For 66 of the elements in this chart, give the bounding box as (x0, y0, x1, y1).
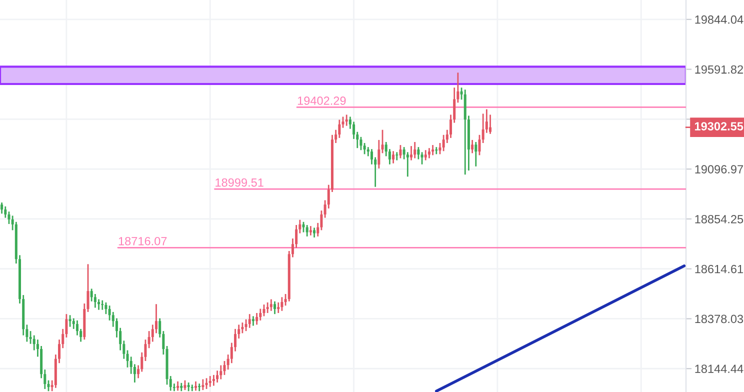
ref-line-label: 19402.29 (298, 96, 346, 105)
candlestick (360, 136, 362, 151)
y-tick-label: 18144.44 (695, 364, 744, 374)
candlestick (381, 129, 384, 154)
candlestick (262, 304, 266, 317)
candlestick (392, 150, 395, 164)
candlestick (0, 202, 4, 214)
candlestick (101, 300, 104, 311)
candlestick (414, 141, 416, 159)
candlestick (68, 314, 72, 328)
y-tick-label: 18378.03 (695, 314, 744, 324)
candlestick (184, 380, 186, 391)
candlestick (4, 206, 7, 218)
y-tick-label: 18854.25 (695, 214, 744, 224)
candlestick (302, 221, 305, 233)
candlestick (176, 380, 180, 392)
y-tick-label: 19591.82 (695, 65, 743, 74)
candlestick (474, 141, 478, 168)
y-tick-label: 18614.61 (695, 264, 743, 274)
candlestick (205, 377, 208, 390)
candlestick (428, 147, 430, 159)
candlestick (482, 113, 484, 144)
candlestick (399, 144, 402, 159)
candlestick (216, 370, 219, 384)
candlestick (198, 382, 201, 392)
candlestick (259, 308, 262, 322)
candlestick (363, 142, 366, 155)
candlestick (202, 378, 204, 391)
candlestick (256, 312, 258, 326)
y-tick-label: 19096.97 (695, 165, 743, 174)
text: 19302.55 (694, 122, 744, 130)
candlestick (248, 313, 251, 329)
candlestick (471, 139, 474, 154)
candlestick (424, 149, 427, 161)
candlestick (274, 300, 276, 315)
candlestick (266, 302, 269, 314)
candlestick (432, 144, 434, 156)
ref-line-label: 18716.07 (118, 236, 167, 246)
candlestick (223, 360, 226, 376)
candlestick (438, 142, 442, 155)
candlestick (252, 315, 254, 326)
candlestick (270, 298, 272, 312)
candlestick (406, 151, 409, 178)
candlestick (280, 296, 284, 312)
candlestick (378, 139, 380, 170)
candlestick (396, 151, 398, 161)
candlestick (435, 146, 438, 155)
candlestick (8, 210, 10, 225)
candlestick (417, 146, 420, 160)
candlestick (190, 384, 194, 392)
candlestick (345, 114, 348, 126)
ref-line-label: 18999.51 (216, 178, 264, 187)
candlestick (420, 151, 424, 166)
candlestick (478, 134, 481, 156)
candlestick (442, 134, 445, 152)
candlestick (212, 374, 215, 386)
candlestick (309, 225, 312, 236)
y-tick-label: 19844.04 (695, 15, 744, 24)
candlestick (410, 145, 412, 161)
candlestick (104, 302, 108, 315)
candlestick (338, 119, 341, 139)
candlestick (220, 364, 222, 380)
candlestick (208, 375, 212, 388)
candlestick (313, 227, 316, 238)
candlestick (194, 380, 197, 392)
candlestick (306, 224, 308, 238)
